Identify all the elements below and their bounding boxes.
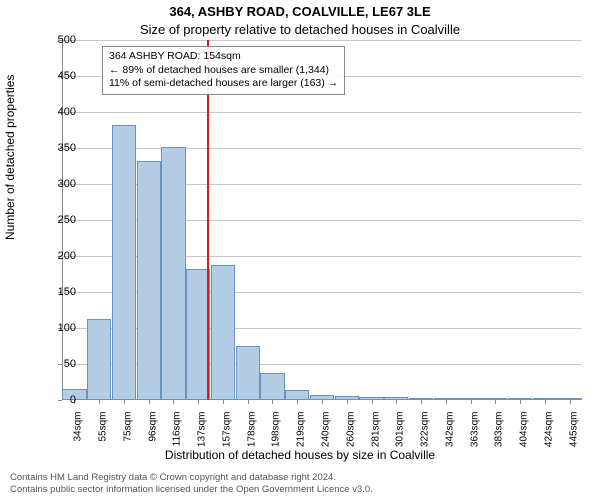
xtick-mark: [372, 400, 373, 404]
ytick-label: 100: [36, 322, 76, 334]
histogram-bar: [211, 265, 235, 400]
xtick-label: 322sqm: [420, 412, 431, 448]
ytick-label: 300: [36, 178, 76, 190]
xtick-label: 55sqm: [98, 412, 109, 442]
xtick-mark: [471, 400, 472, 404]
histogram-bar: [87, 319, 111, 400]
plot-area: 364 ASHBY ROAD: 154sqm← 89% of detached …: [62, 40, 582, 400]
xtick-label: 301sqm: [395, 412, 406, 448]
annotation-line1: 364 ASHBY ROAD: 154sqm: [109, 50, 338, 64]
xtick-label: 75sqm: [122, 412, 133, 442]
xtick-label: 383sqm: [494, 412, 505, 448]
xtick-mark: [223, 400, 224, 404]
xtick-label: 445sqm: [568, 412, 579, 448]
chart-container: 364, ASHBY ROAD, COALVILLE, LE67 3LE Siz…: [0, 0, 600, 500]
xtick-mark: [347, 400, 348, 404]
xtick-mark: [570, 400, 571, 404]
xtick-mark: [545, 400, 546, 404]
histogram-bar: [137, 161, 161, 400]
chart-title-desc: Size of property relative to detached ho…: [0, 22, 600, 37]
xtick-mark: [99, 400, 100, 404]
xtick-mark: [198, 400, 199, 404]
xtick-mark: [297, 400, 298, 404]
xtick-mark: [520, 400, 521, 404]
xtick-mark: [396, 400, 397, 404]
xtick-label: 424sqm: [543, 412, 554, 448]
y-axis-label: Number of detached properties: [3, 75, 17, 240]
xtick-mark: [272, 400, 273, 404]
footer-attribution: Contains HM Land Registry data © Crown c…: [10, 472, 373, 496]
ytick-label: 150: [36, 286, 76, 298]
xtick-label: 178sqm: [246, 412, 257, 448]
xtick-mark: [149, 400, 150, 404]
xtick-label: 240sqm: [321, 412, 332, 448]
xtick-label: 342sqm: [444, 412, 455, 448]
annotation-line3: 11% of semi-detached houses are larger (…: [109, 77, 338, 91]
xtick-mark: [124, 400, 125, 404]
xtick-label: 363sqm: [469, 412, 480, 448]
xtick-mark: [248, 400, 249, 404]
xtick-mark: [322, 400, 323, 404]
histogram-bar: [112, 125, 136, 400]
ytick-label: 50: [36, 358, 76, 370]
histogram-bar: [285, 390, 309, 400]
histogram-bar: [260, 373, 284, 400]
ytick-label: 350: [36, 142, 76, 154]
xtick-label: 116sqm: [172, 412, 183, 447]
xtick-mark: [421, 400, 422, 404]
annotation-box: 364 ASHBY ROAD: 154sqm← 89% of detached …: [102, 46, 345, 95]
gridline: [62, 148, 582, 149]
xtick-label: 260sqm: [345, 412, 356, 448]
histogram-bar: [236, 346, 260, 400]
xtick-label: 281sqm: [370, 412, 381, 448]
xtick-mark: [495, 400, 496, 404]
xtick-label: 34sqm: [73, 412, 84, 442]
x-axis-label: Distribution of detached houses by size …: [0, 448, 600, 462]
ytick-label: 200: [36, 250, 76, 262]
footer-line1: Contains HM Land Registry data © Crown c…: [10, 472, 373, 484]
xtick-label: 137sqm: [197, 412, 208, 448]
gridline: [62, 40, 582, 41]
chart-title-address: 364, ASHBY ROAD, COALVILLE, LE67 3LE: [0, 4, 600, 19]
ytick-label: 400: [36, 106, 76, 118]
ytick-label: 250: [36, 214, 76, 226]
ytick-label: 0: [36, 394, 76, 406]
xtick-mark: [446, 400, 447, 404]
xtick-mark: [173, 400, 174, 404]
histogram-bar: [161, 147, 185, 400]
footer-line2: Contains public sector information licen…: [10, 484, 373, 496]
xtick-label: 157sqm: [221, 412, 232, 448]
xtick-label: 198sqm: [271, 412, 282, 448]
gridline: [62, 112, 582, 113]
xtick-label: 96sqm: [147, 412, 158, 442]
annotation-line2: ← 89% of detached houses are smaller (1,…: [109, 64, 338, 78]
xtick-label: 404sqm: [519, 412, 530, 448]
ytick-label: 500: [36, 34, 76, 46]
xtick-label: 219sqm: [296, 412, 307, 448]
ytick-label: 450: [36, 70, 76, 82]
